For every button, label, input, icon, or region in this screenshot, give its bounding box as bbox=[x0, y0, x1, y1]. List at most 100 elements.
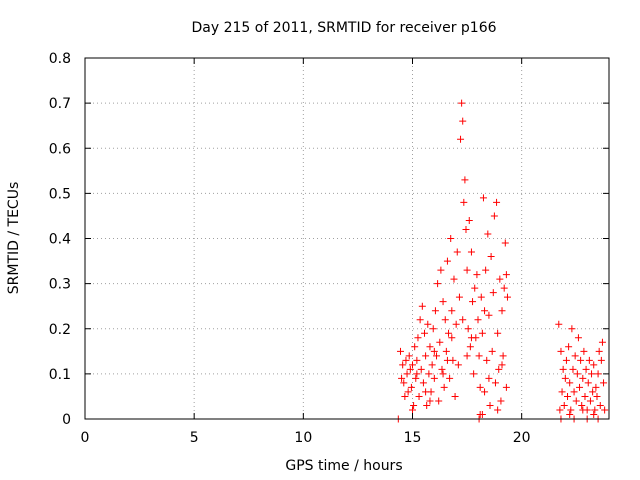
data-point bbox=[461, 176, 469, 184]
data-point bbox=[443, 257, 451, 265]
data-point bbox=[422, 352, 430, 360]
data-point bbox=[578, 401, 586, 409]
data-point bbox=[497, 397, 505, 405]
data-point bbox=[406, 365, 414, 373]
data-point bbox=[407, 383, 415, 391]
data-point bbox=[574, 334, 582, 342]
data-point bbox=[417, 365, 425, 373]
data-point bbox=[503, 293, 511, 301]
data-point bbox=[485, 311, 493, 319]
data-point bbox=[471, 284, 479, 292]
data-point bbox=[601, 406, 609, 414]
data-point bbox=[478, 329, 486, 337]
data-point bbox=[446, 374, 454, 382]
data-point bbox=[434, 280, 442, 288]
data-point bbox=[431, 307, 439, 315]
y-tick-label: 0.8 bbox=[49, 51, 71, 67]
data-point bbox=[491, 379, 499, 387]
data-point bbox=[597, 356, 605, 364]
data-point bbox=[493, 198, 501, 206]
data-point bbox=[426, 397, 434, 405]
data-point bbox=[415, 392, 423, 400]
data-point bbox=[596, 401, 604, 409]
y-axis-ticks: 0 0.1 0.2 0.3 0.4 0.5 0.6 0.7 0.8 bbox=[49, 51, 609, 428]
data-point bbox=[396, 347, 404, 355]
data-point bbox=[409, 361, 416, 369]
data-point bbox=[429, 325, 437, 333]
data-point bbox=[476, 383, 484, 391]
data-point bbox=[481, 307, 489, 315]
data-point bbox=[467, 248, 475, 256]
data-point bbox=[572, 397, 580, 405]
data-point bbox=[413, 356, 421, 364]
data-point bbox=[576, 383, 584, 391]
data-point bbox=[448, 307, 456, 315]
data-point bbox=[470, 370, 478, 378]
x-tick-label: 20 bbox=[513, 430, 531, 446]
x-tick-label: 0 bbox=[81, 430, 90, 446]
data-point bbox=[570, 388, 578, 396]
data-point bbox=[483, 356, 491, 364]
data-point bbox=[400, 379, 408, 387]
data-point bbox=[558, 388, 566, 396]
data-point bbox=[481, 388, 489, 396]
y-tick-label: 0.2 bbox=[49, 322, 71, 338]
data-point bbox=[595, 347, 603, 355]
data-point bbox=[590, 361, 598, 369]
data-point bbox=[566, 379, 574, 387]
data-point bbox=[571, 352, 579, 360]
data-point bbox=[421, 329, 429, 337]
data-point bbox=[489, 289, 497, 297]
data-point bbox=[465, 216, 473, 224]
data-point bbox=[586, 397, 594, 405]
data-point bbox=[498, 361, 506, 369]
data-point bbox=[562, 356, 570, 364]
data-points bbox=[394, 99, 609, 423]
y-tick-label: 0.3 bbox=[49, 277, 71, 293]
data-point bbox=[411, 343, 419, 351]
y-axis-label: SRMTID / TECUs bbox=[6, 182, 22, 295]
data-point bbox=[440, 383, 448, 391]
data-point bbox=[591, 406, 599, 414]
data-point bbox=[447, 235, 455, 242]
data-point bbox=[463, 266, 471, 274]
data-point bbox=[487, 253, 495, 261]
data-point bbox=[501, 239, 509, 247]
data-point bbox=[455, 293, 463, 301]
data-point bbox=[496, 275, 504, 283]
data-point bbox=[464, 325, 472, 333]
data-point bbox=[561, 374, 569, 382]
data-point bbox=[581, 392, 589, 400]
data-point bbox=[579, 374, 587, 382]
data-point bbox=[477, 293, 485, 301]
data-point bbox=[430, 347, 438, 355]
x-axis-ticks: 0 5 10 15 20 bbox=[81, 58, 531, 446]
data-point bbox=[404, 388, 412, 396]
data-point bbox=[589, 388, 597, 396]
data-point bbox=[568, 325, 576, 333]
data-point bbox=[405, 352, 413, 360]
data-point bbox=[457, 135, 465, 143]
data-point bbox=[588, 370, 596, 378]
data-point bbox=[502, 271, 510, 279]
data-point bbox=[416, 316, 424, 324]
data-point bbox=[441, 316, 449, 324]
y-tick-label: 0.5 bbox=[49, 186, 71, 202]
data-point bbox=[556, 406, 564, 414]
data-point bbox=[580, 347, 588, 355]
data-point bbox=[474, 316, 482, 324]
data-point bbox=[430, 374, 438, 382]
data-point bbox=[577, 356, 585, 364]
data-point bbox=[426, 343, 434, 351]
x-tick-label: 10 bbox=[294, 430, 312, 446]
data-point bbox=[414, 334, 422, 342]
data-point bbox=[475, 352, 483, 360]
grid-lines bbox=[85, 58, 609, 419]
data-point bbox=[482, 266, 490, 274]
data-point bbox=[560, 401, 568, 409]
data-point bbox=[438, 365, 446, 373]
data-point bbox=[494, 406, 502, 414]
data-point bbox=[459, 316, 467, 324]
